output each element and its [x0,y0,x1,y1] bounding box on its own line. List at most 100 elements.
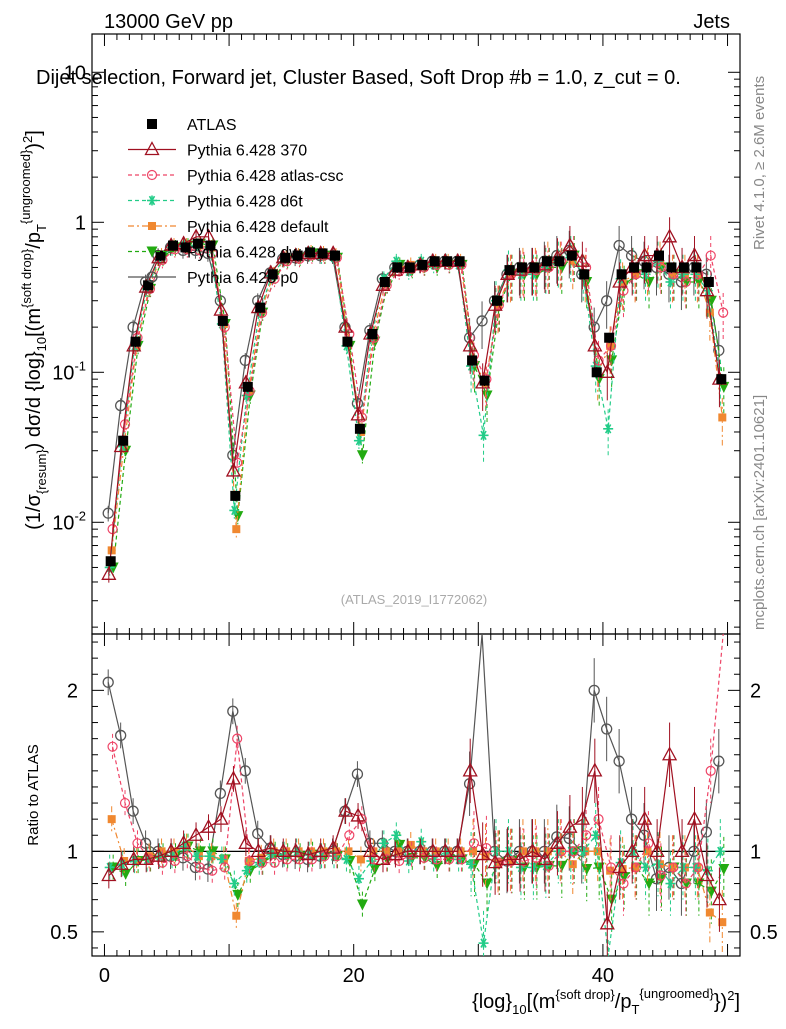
data-point [356,412,367,423]
data-point [566,250,577,261]
data-point [629,262,640,273]
data-point [442,256,453,267]
ratio-point [444,854,456,866]
ratio-point [344,847,353,856]
ratio-point [537,851,553,866]
ratio-point [587,762,603,777]
legend-label: Pythia 6.428 370 [187,143,307,160]
ratio-point [369,864,381,876]
ratio-point [207,846,219,858]
data-point [678,262,689,273]
legend-marker [147,119,157,129]
data-point [217,315,228,326]
legend-marker [144,141,160,156]
data-point [155,250,166,261]
legend-marker [148,222,156,230]
ratio-point [699,867,715,882]
svg-text:{log}10[(m{soft drop}/pT{ungro: {log}10[(m{soft drop}/pT{ungroomed}})2] [472,986,740,1017]
ratio-point [353,873,364,884]
ratio-point [232,911,241,920]
series-line [111,248,724,530]
data-point [601,295,613,307]
data-point [102,507,114,519]
ratio-point [244,857,253,866]
ratio-point [580,830,592,841]
x-tick-label: 40 [592,965,614,987]
data-point [404,262,415,273]
ratio-point [263,839,279,854]
data-point [239,354,251,367]
legend-item-d6t: Pythia 6.428 d6t [128,194,303,211]
data-point [604,332,615,343]
ratio-point [649,842,665,857]
data-point [599,363,615,378]
ratio-point [169,847,178,856]
data-point [587,337,603,352]
ratio-point [157,847,166,856]
ratio-point [381,847,390,856]
ratio-point [624,842,640,857]
ratio-point [500,851,516,866]
y-tick-label: 10 [64,62,86,84]
data-point [703,276,714,287]
ratio-point [207,865,218,876]
ratio-point [637,810,653,825]
y-tick-label: 10-2 [52,508,86,534]
ratio-point [132,838,143,849]
data-point [417,259,428,270]
main-y-axis-label: (1/σ{resum}) dσ/d {log}10[(m{soft drop}/… [18,130,49,530]
ratio-point [331,851,342,862]
data-point [467,355,478,366]
ratio-point [238,834,254,849]
y-tick-label: 10-1 [52,358,86,384]
data-point [454,256,465,267]
ratio-point [394,847,403,856]
data-point [554,256,565,267]
data-point [280,252,291,263]
data-point [479,375,490,386]
legend-label: Pythia 6.428 dw [187,245,301,262]
svg-text:(1/σ{resum}) dσ/d {log}10[(m{s: (1/σ{resum}) dσ/d {log}10[(m{soft drop}/… [18,130,49,530]
ratio-point [491,846,502,857]
ratio-point [126,851,142,866]
ratio-point [556,860,568,872]
ratio-point [182,851,193,862]
data-point [655,262,666,273]
data-point [192,238,203,249]
data-point [588,321,600,333]
data-point [367,329,378,339]
ratio-point [151,847,167,862]
data-point [354,423,365,434]
data-point [476,315,488,327]
data-point [654,250,664,261]
ratio-point [229,878,240,889]
data-point [353,435,364,446]
ratio-point [668,862,679,873]
data-point [143,280,154,291]
ratio-point [204,851,215,862]
legend-item-atlascsc: Pythia 6.428 atlas-csc [128,168,344,185]
data-point [205,240,216,251]
ratio-point [341,854,352,865]
ratio-point [250,842,266,857]
ratio-point [718,918,727,927]
ratio-panel-frame [91,633,741,957]
ratio-point [718,864,730,876]
ratio-point [227,705,239,717]
ratio-point [693,862,704,873]
ratio-point [481,878,493,890]
ratio-point [549,834,566,849]
ratio-point [506,857,515,866]
rivet-label: Rivet 4.1.0, ≥ 2.6M events [751,76,768,250]
data-point [267,269,278,280]
ratio-data-marks [101,633,730,957]
legend-label: Pythia 6.428 d6t [187,194,303,211]
ratio-point [456,854,467,865]
x-tick-label: 20 [343,965,365,987]
legend-item-default: Pythia 6.428 default [128,219,329,236]
ratio-point [618,865,627,874]
ratio-point [313,842,329,857]
plot-title: Dijet selection, Forward jet, Cluster Ba… [36,67,681,89]
ratio-point [466,859,477,870]
ratio-point [362,842,379,857]
